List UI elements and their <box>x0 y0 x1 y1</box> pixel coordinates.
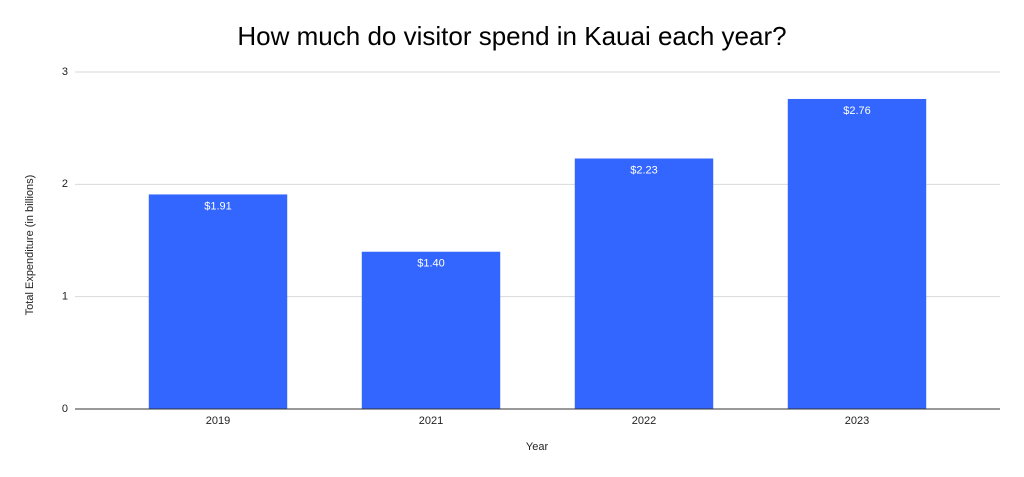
value-label: $1.40 <box>417 258 445 270</box>
x-tick-label: 2019 <box>206 415 230 427</box>
bar <box>361 251 501 409</box>
value-label: $2.76 <box>843 105 871 117</box>
y-tick-label: 0 <box>62 403 68 415</box>
bar <box>148 194 288 409</box>
value-label: $2.23 <box>630 164 658 176</box>
value-label: $1.91 <box>204 200 232 212</box>
y-axis-label: Total Expenditure (in billions) <box>24 175 36 316</box>
x-tick-label: 2021 <box>419 415 443 427</box>
y-tick-label: 2 <box>62 178 68 190</box>
x-tick-label: 2022 <box>632 415 656 427</box>
y-tick-label: 3 <box>62 66 68 78</box>
bar <box>574 158 714 409</box>
bar <box>787 98 927 410</box>
y-tick-label: 1 <box>62 291 68 303</box>
x-axis-label: Year <box>526 441 549 453</box>
x-tick-label: 2023 <box>845 415 869 427</box>
chart-title: How much do visitor spend in Kauai each … <box>237 21 786 51</box>
